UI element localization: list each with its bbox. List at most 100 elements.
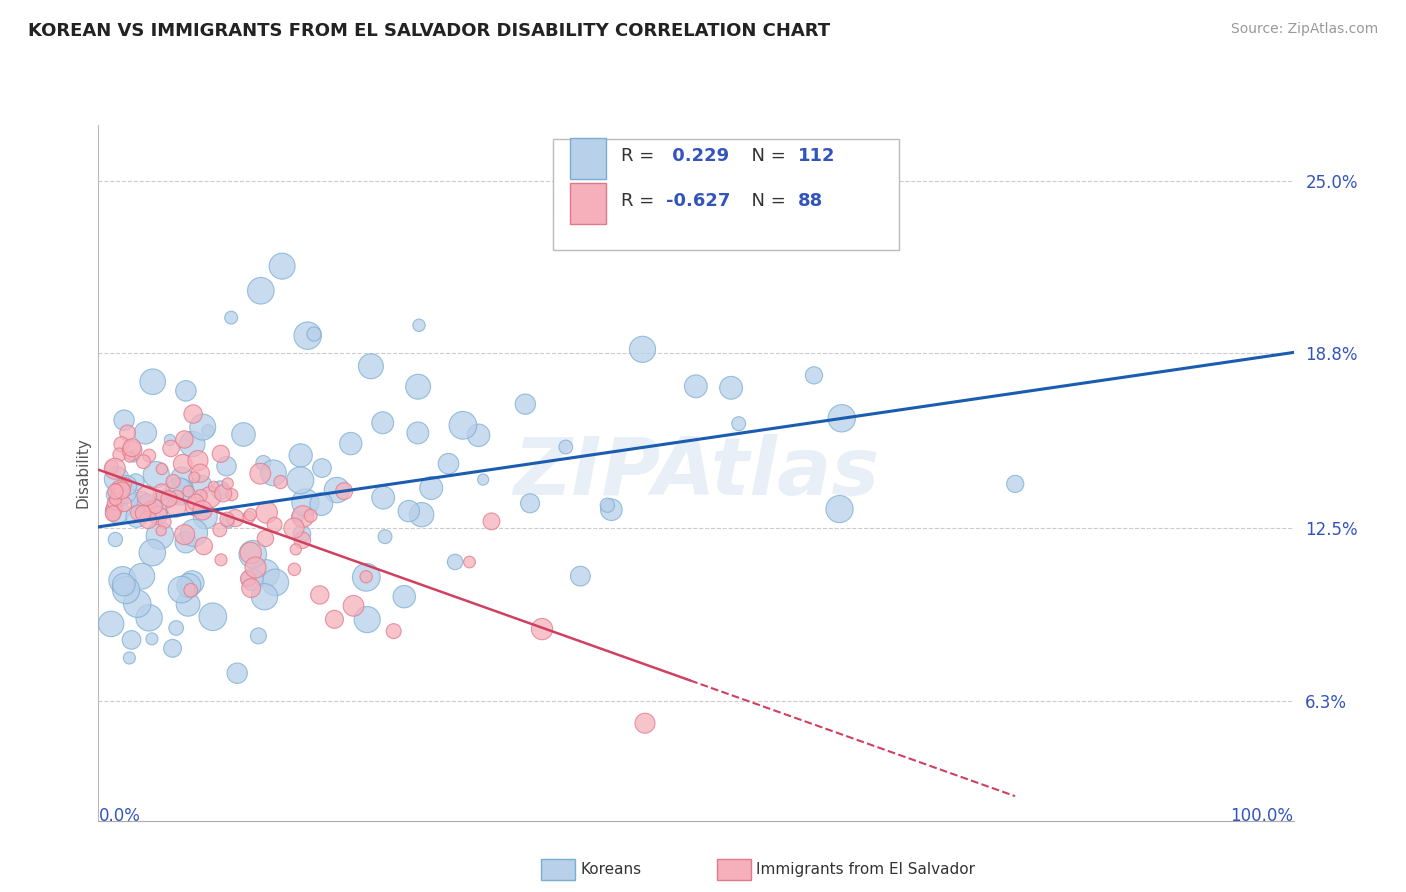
Point — [194, 509, 217, 524]
Point — [554, 440, 576, 454]
Point — [262, 466, 284, 480]
Point — [323, 612, 346, 626]
Point — [122, 449, 145, 463]
Point — [105, 504, 128, 518]
Point — [135, 489, 157, 503]
Point — [342, 599, 364, 613]
Point — [100, 616, 122, 631]
Point — [174, 535, 197, 549]
Point — [121, 632, 143, 647]
Point — [125, 509, 148, 524]
Bar — [571, 138, 606, 178]
Point — [212, 486, 235, 500]
Point — [162, 641, 184, 656]
Point — [299, 508, 322, 523]
Point — [193, 539, 215, 553]
Point — [115, 486, 138, 500]
Point — [256, 506, 278, 520]
Point — [162, 475, 184, 489]
Point — [406, 380, 429, 394]
Point — [187, 453, 209, 467]
Point — [224, 511, 246, 525]
Text: 112: 112 — [797, 147, 835, 165]
Point — [685, 379, 707, 393]
Point — [191, 478, 214, 492]
Point — [105, 472, 128, 486]
Point — [115, 478, 138, 492]
Y-axis label: Disability: Disability — [75, 437, 90, 508]
Point — [217, 476, 239, 491]
Point — [172, 457, 194, 471]
Text: R =: R = — [620, 147, 659, 165]
Point — [406, 425, 429, 440]
Point — [142, 375, 165, 389]
Point — [201, 609, 224, 624]
Point — [177, 582, 200, 597]
Point — [112, 497, 135, 511]
Point — [141, 546, 163, 560]
Point — [153, 492, 176, 507]
Point — [297, 328, 319, 343]
Point — [270, 475, 292, 489]
Point — [290, 449, 312, 463]
Point — [356, 613, 378, 627]
Point — [150, 524, 173, 538]
Point — [110, 483, 132, 497]
Point — [360, 359, 382, 374]
Point — [217, 515, 239, 529]
Point — [519, 496, 541, 510]
Point — [215, 459, 238, 474]
Point — [114, 476, 136, 491]
Point — [339, 436, 361, 450]
Point — [183, 525, 205, 540]
Point — [177, 597, 200, 611]
Point — [197, 424, 219, 438]
Point — [149, 528, 172, 542]
Point — [828, 502, 851, 516]
Point — [121, 441, 143, 455]
Point — [219, 310, 242, 325]
Point — [121, 443, 143, 458]
Point — [104, 492, 127, 507]
Point — [302, 327, 325, 342]
Point — [170, 471, 193, 485]
Point — [184, 495, 207, 509]
Point — [134, 501, 156, 516]
Point — [145, 492, 167, 507]
Point — [240, 573, 263, 587]
Point — [157, 491, 180, 506]
Point — [103, 508, 125, 522]
Point — [254, 566, 277, 581]
Point — [208, 523, 231, 537]
Point — [239, 508, 262, 522]
Point — [209, 447, 232, 461]
Point — [311, 461, 333, 475]
Point — [472, 473, 495, 487]
Point — [356, 570, 378, 584]
Point — [131, 495, 153, 509]
Point — [177, 578, 200, 592]
Point — [173, 527, 195, 541]
Point — [600, 502, 623, 516]
Point — [180, 583, 202, 598]
Point — [374, 530, 396, 544]
Point — [191, 420, 214, 434]
Point — [249, 467, 271, 481]
Point — [153, 515, 176, 529]
Point — [132, 455, 155, 469]
Point — [481, 514, 503, 528]
Text: KOREAN VS IMMIGRANTS FROM EL SALVADOR DISABILITY CORRELATION CHART: KOREAN VS IMMIGRANTS FROM EL SALVADOR DI… — [28, 22, 831, 40]
Point — [177, 484, 200, 499]
Text: N =: N = — [740, 193, 792, 211]
Point — [125, 475, 148, 490]
Point — [209, 553, 232, 567]
Point — [117, 425, 139, 440]
Point — [104, 484, 127, 499]
Point — [139, 501, 162, 516]
Point — [165, 621, 187, 635]
Point — [167, 484, 190, 499]
Point — [132, 506, 155, 520]
Bar — [571, 184, 606, 224]
Point — [326, 483, 349, 497]
Point — [118, 651, 141, 665]
